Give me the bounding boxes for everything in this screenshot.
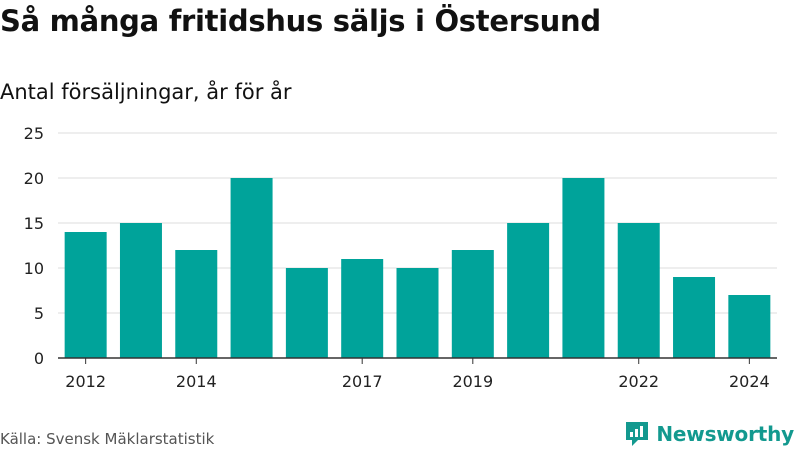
- x-tick-label: 2014: [176, 372, 217, 391]
- x-tick-label: 2024: [729, 372, 770, 391]
- y-tick-label: 5: [34, 304, 44, 323]
- bar: [617, 223, 660, 358]
- x-tick-label: 2012: [65, 372, 106, 391]
- brand-logo: Newsworthy: [624, 420, 794, 448]
- bar: [728, 295, 771, 358]
- bar: [673, 277, 716, 358]
- bar: [175, 250, 218, 358]
- source-note: Källa: Svensk Mäklarstatistik: [0, 430, 215, 448]
- bar: [119, 223, 162, 358]
- bar: [451, 250, 494, 358]
- bar: [285, 268, 328, 358]
- chart-subtitle: Antal försäljningar, år för år: [0, 80, 292, 104]
- x-tick-label: 2022: [618, 372, 659, 391]
- y-tick-label: 20: [24, 169, 44, 188]
- y-tick-label: 0: [34, 349, 44, 368]
- bar: [562, 178, 605, 358]
- brand-name: Newsworthy: [656, 422, 794, 446]
- chart-title: Så många fritidshus säljs i Östersund: [0, 4, 601, 38]
- bar: [507, 223, 550, 358]
- bar: [396, 268, 439, 358]
- x-tick-label: 2017: [342, 372, 383, 391]
- bar: [230, 178, 273, 358]
- y-tick-label: 15: [24, 214, 44, 233]
- bar: [341, 259, 384, 358]
- y-tick-label: 25: [24, 124, 44, 143]
- newsworthy-logo-icon: [626, 422, 649, 446]
- x-tick-label: 2019: [452, 372, 493, 391]
- bar-chart: 0 5 10 15 20 25 2012 2014 2017 2019 2022 2024: [24, 124, 777, 391]
- y-tick-label: 10: [24, 259, 44, 278]
- bar: [64, 232, 107, 358]
